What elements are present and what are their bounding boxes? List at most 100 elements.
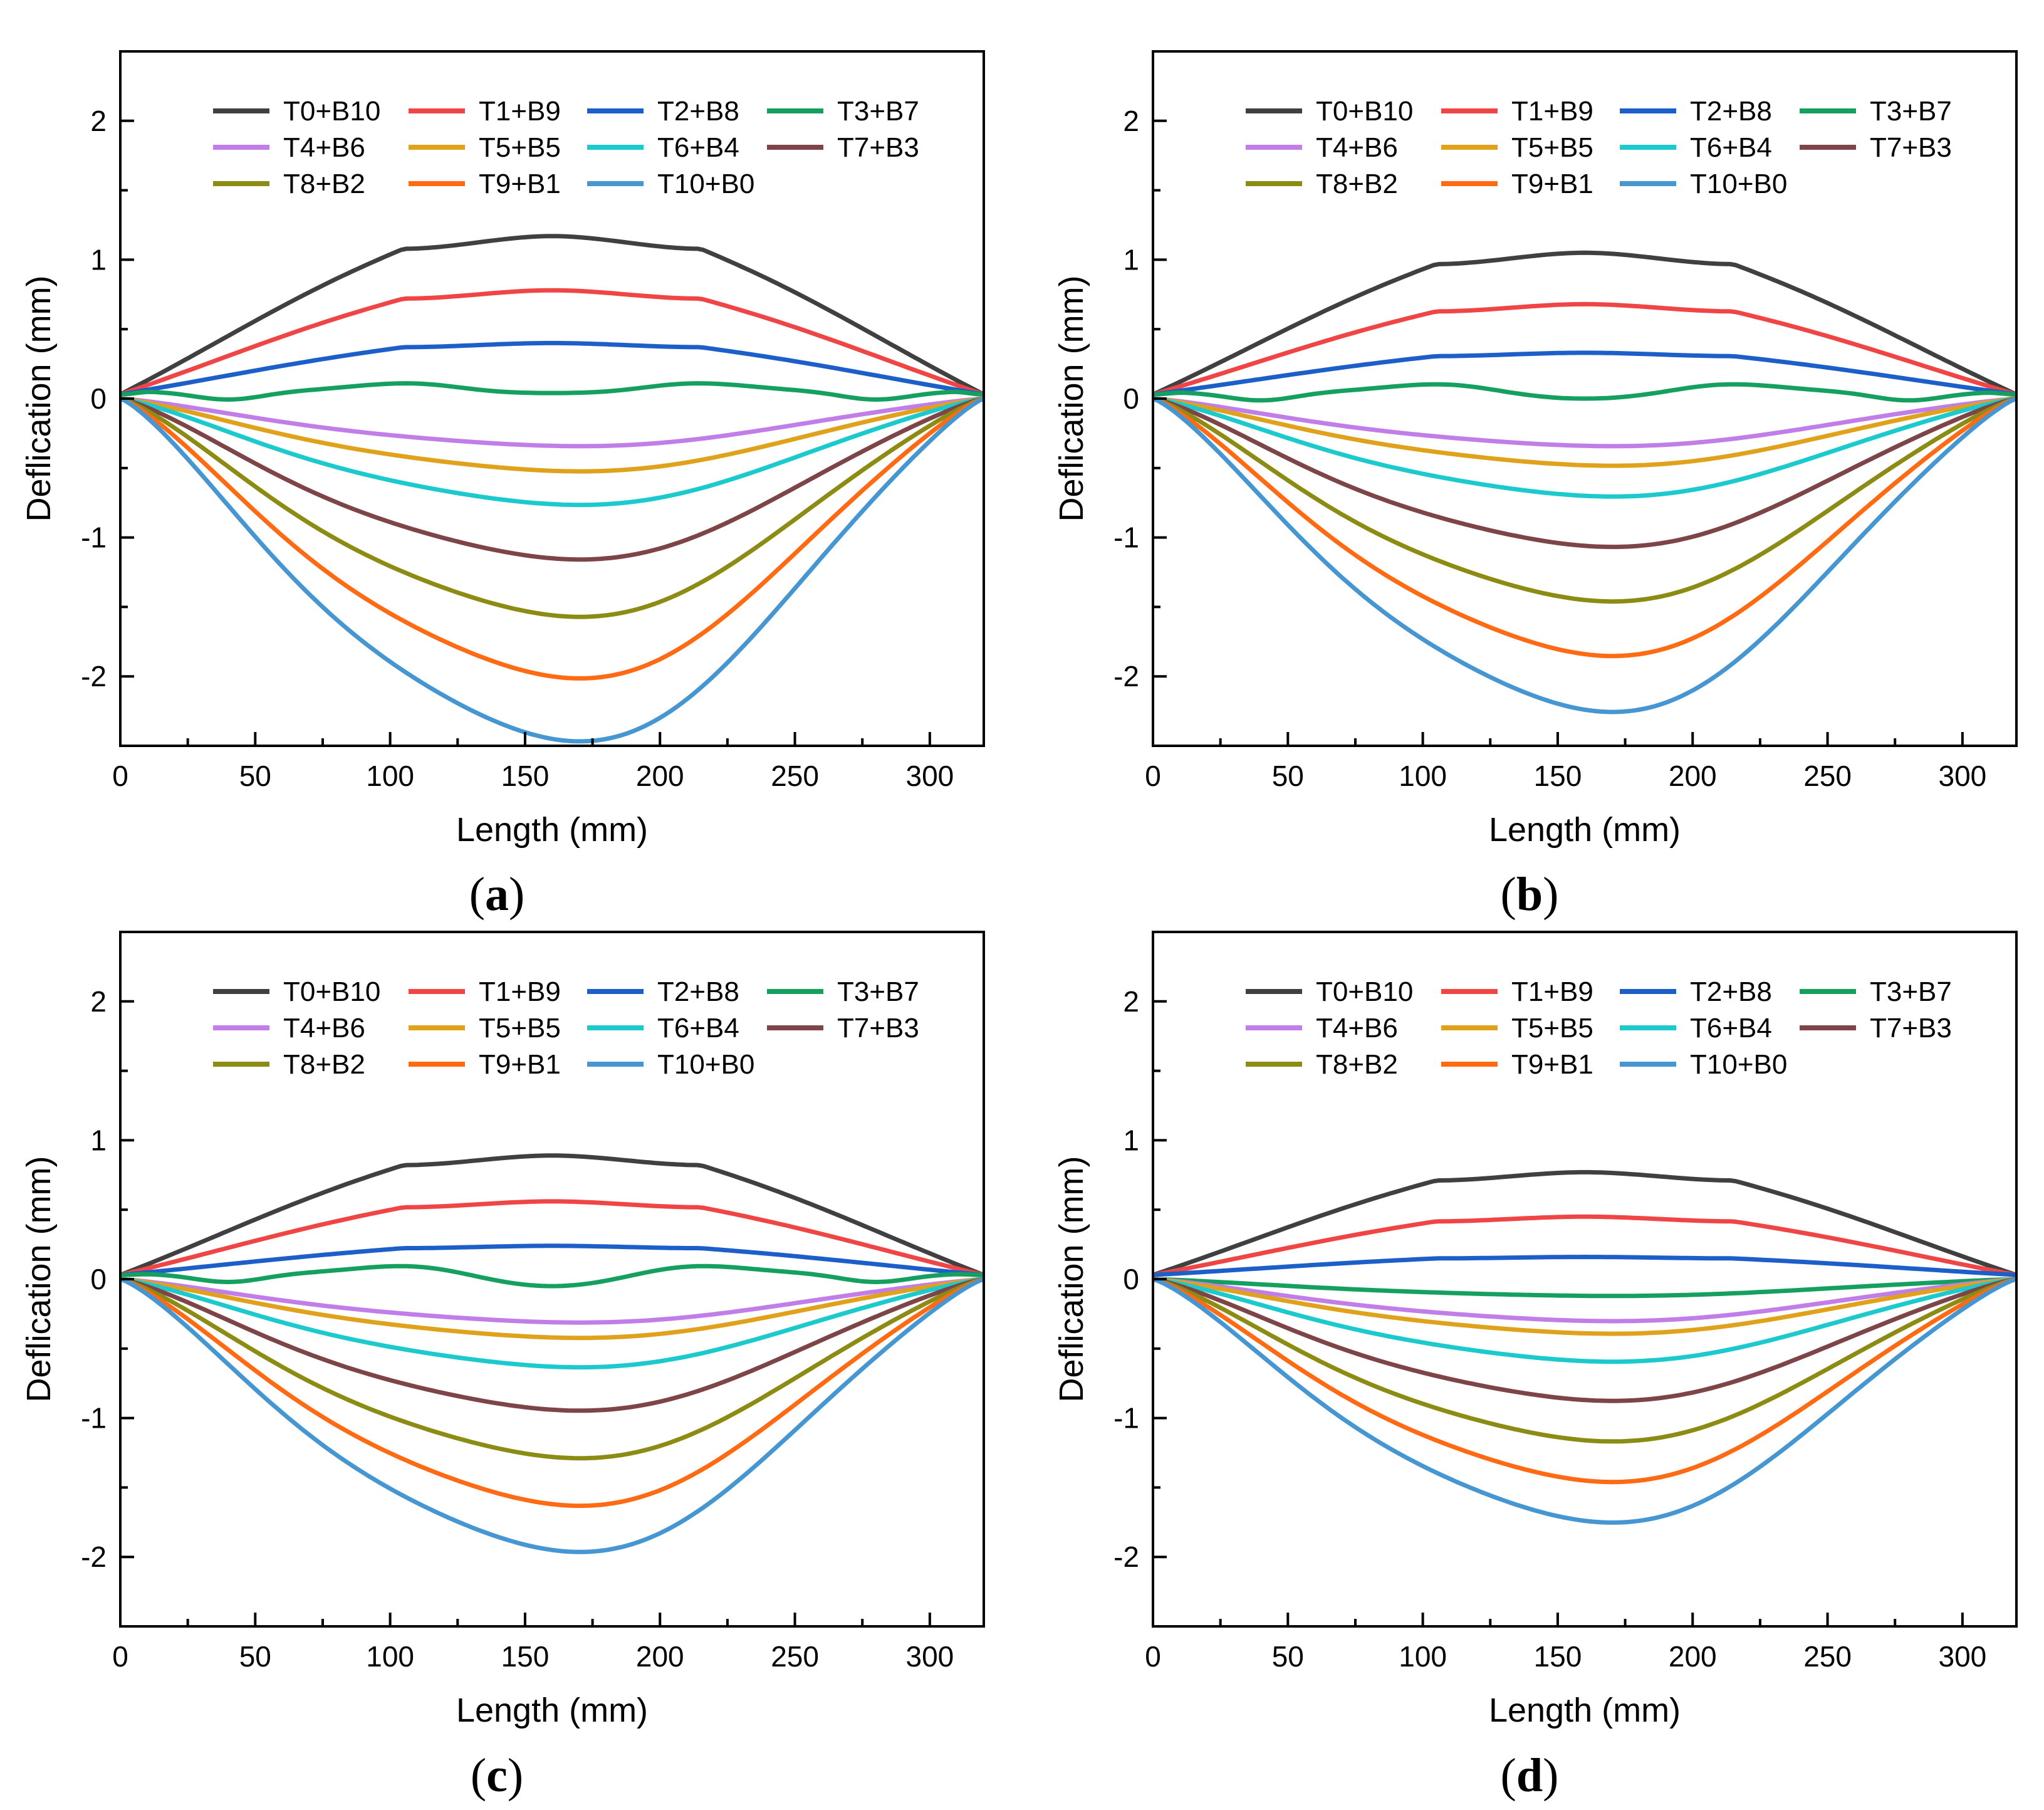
- y-tick-label: 1: [90, 243, 107, 276]
- series-line-t9-b1: [120, 1277, 984, 1509]
- x-tick-label: 150: [1534, 1640, 1582, 1673]
- panel-label-c: (c): [471, 1749, 523, 1802]
- y-tick-label: -1: [81, 521, 107, 554]
- x-tick-label: 200: [636, 1640, 684, 1673]
- y-tick-label: 2: [90, 105, 107, 137]
- legend-label-t3-b7: T3+B7: [837, 96, 919, 127]
- series-lines: [120, 1153, 984, 1554]
- y-tick-label: -1: [81, 1402, 107, 1435]
- series-line-t9-b1: [1153, 1277, 2016, 1485]
- x-tick-label: 0: [1145, 1640, 1161, 1673]
- series-lines: [1153, 1169, 2016, 1525]
- y-axis-title: Deflication (mm): [20, 275, 58, 521]
- x-axis-title: Length (mm): [1489, 1692, 1681, 1729]
- legend-label-t0-b10: T0+B10: [1316, 96, 1413, 127]
- legend-label-t10-b0: T10+B0: [1690, 1049, 1787, 1080]
- x-tick-label: 100: [1399, 1640, 1447, 1673]
- y-tick-label: 0: [1123, 382, 1139, 415]
- legend-label-t4-b6: T4+B6: [283, 132, 365, 163]
- x-tick-label: 200: [1669, 760, 1717, 792]
- panel-label-a: (a): [469, 868, 525, 921]
- x-tick-label: 250: [1803, 1640, 1852, 1673]
- legend-label-t8-b2: T8+B2: [1316, 1049, 1398, 1080]
- y-tick-label: 1: [1123, 243, 1139, 276]
- series-line-t8-b2: [1153, 396, 2016, 604]
- series-line-t7-b3: [1153, 1277, 2016, 1403]
- legend-label-t2-b8: T2+B8: [657, 96, 739, 127]
- series-line-t8-b2: [120, 1277, 984, 1461]
- legend-label-t3-b7: T3+B7: [1870, 976, 1952, 1007]
- x-tick-label: 50: [239, 1640, 271, 1673]
- series-line-t6-b4: [120, 396, 984, 508]
- series-line-t10-b0: [1153, 1277, 2016, 1525]
- y-tick-label: 0: [90, 382, 107, 415]
- series-line-t0-b10: [120, 1153, 984, 1277]
- series-line-t1-b9: [1153, 1214, 2016, 1277]
- legend-label-t5-b5: T5+B5: [1511, 1013, 1593, 1044]
- x-axis-title: Length (mm): [456, 811, 648, 849]
- series-line-t10-b0: [120, 1277, 984, 1554]
- y-tick-label: 1: [1123, 1124, 1139, 1156]
- series-line-t3-b7: [120, 1263, 984, 1289]
- series-line-t0-b10: [1153, 1169, 2016, 1277]
- series-line-t4-b6: [120, 1277, 984, 1325]
- y-axis-title: Deflication (mm): [1053, 275, 1090, 521]
- x-tick-label: 0: [112, 760, 128, 792]
- series-line-t3-b7: [120, 381, 984, 402]
- series-line-t2-b8: [1153, 350, 2016, 397]
- x-tick-label: 150: [501, 1640, 550, 1673]
- legend-label-t4-b6: T4+B6: [1316, 132, 1398, 163]
- y-tick-label: 2: [1123, 105, 1139, 137]
- y-tick-label: -2: [1113, 660, 1139, 693]
- x-tick-label: 300: [906, 760, 954, 792]
- legend-label-t1-b9: T1+B9: [479, 976, 561, 1007]
- series-line-t2-b8: [120, 1243, 984, 1277]
- x-tick-label: 300: [906, 1640, 954, 1673]
- x-tick-label: 200: [1669, 1640, 1717, 1673]
- y-tick-label: 0: [90, 1263, 107, 1295]
- legend: T0+B10 T1+B9 T2+B8 T3+B7 T4+B6 T5+B5 T6+B4 T7+B…: [1246, 976, 1952, 1080]
- legend-label-t6-b4: T6+B4: [1690, 132, 1772, 163]
- legend-label-t10-b0: T10+B0: [657, 169, 754, 199]
- series-line-t5-b5: [1153, 1277, 2016, 1336]
- y-tick-label: -2: [1113, 1541, 1139, 1573]
- series-line-t3-b7: [1153, 1277, 2016, 1299]
- x-tick-label: 250: [771, 1640, 819, 1673]
- legend-label-t9-b1: T9+B1: [479, 1049, 561, 1080]
- x-tick-label: 300: [1939, 1640, 1987, 1673]
- x-tick-label: 100: [366, 760, 414, 792]
- chart-panel-a: 0 50 100 150 200 250 300 -2 -1 0 1 2 Length (mm) Defl…: [20, 50, 985, 921]
- series-line-t5-b5: [1153, 396, 2016, 468]
- legend-label-t4-b6: T4+B6: [283, 1013, 365, 1044]
- y-tick-label: -2: [81, 1541, 107, 1573]
- x-tick-label: 0: [112, 1640, 128, 1673]
- series-line-t7-b3: [1153, 396, 2016, 550]
- y-tick-label: -1: [1113, 521, 1139, 554]
- legend-label-t7-b3: T7+B3: [837, 1013, 919, 1044]
- series-line-t2-b8: [120, 340, 984, 397]
- x-axis-title: Length (mm): [456, 1692, 648, 1729]
- chart-panel-c: 0 50 100 150 200 250 300 -2 -1 0 1 2 Length (mm) Defl…: [20, 931, 985, 1802]
- legend-label-t1-b9: T1+B9: [1511, 96, 1593, 127]
- series-line-t10-b0: [120, 396, 984, 744]
- y-tick-label: -1: [1113, 1402, 1139, 1435]
- x-tick-label: 250: [1803, 760, 1852, 792]
- series-line-t3-b7: [1153, 382, 2016, 403]
- series-line-t0-b10: [120, 234, 984, 397]
- legend-label-t2-b8: T2+B8: [1690, 96, 1772, 127]
- x-tick-label: 300: [1939, 760, 1987, 792]
- x-tick-label: 0: [1145, 760, 1161, 792]
- legend-label-t4-b6: T4+B6: [1316, 1013, 1398, 1044]
- x-tick-label: 200: [636, 760, 684, 792]
- legend-label-t9-b1: T9+B1: [479, 169, 561, 199]
- series-line-t10-b0: [1153, 396, 2016, 714]
- legend-label-t7-b3: T7+B3: [837, 132, 919, 163]
- legend-label-t6-b4: T6+B4: [657, 132, 739, 163]
- legend-label-t8-b2: T8+B2: [1316, 169, 1398, 199]
- legend-label-t2-b8: T2+B8: [657, 976, 739, 1007]
- legend-label-t10-b0: T10+B0: [1690, 169, 1787, 199]
- panel-label-b: (b): [1501, 868, 1559, 921]
- series-line-t9-b1: [1153, 396, 2016, 659]
- legend-label-t3-b7: T3+B7: [837, 976, 919, 1007]
